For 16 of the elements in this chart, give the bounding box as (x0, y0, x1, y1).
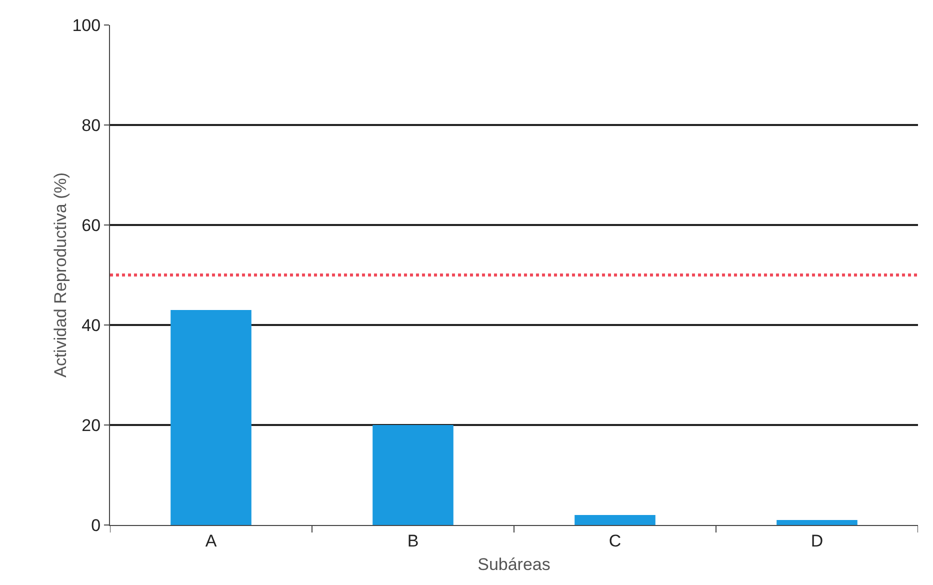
bar (372, 425, 454, 525)
y-tick-label: 20 (82, 416, 101, 435)
x-tick-label: A (205, 531, 218, 550)
y-tick-label: 60 (82, 216, 101, 235)
x-tick-label: B (407, 531, 419, 550)
y-tick-label: 100 (72, 16, 101, 35)
y-tick-label: 80 (82, 116, 101, 135)
y-tick-label: 0 (91, 516, 101, 535)
x-tick-label: C (608, 531, 622, 550)
y-axis-title: Actividad Reproductiva (%) (51, 172, 70, 378)
y-tick-label: 40 (82, 316, 101, 335)
x-axis-title: Subáreas (478, 554, 550, 574)
bar (776, 520, 858, 525)
bar (574, 515, 656, 525)
bar (170, 310, 252, 525)
x-tick-label: D (810, 531, 824, 550)
